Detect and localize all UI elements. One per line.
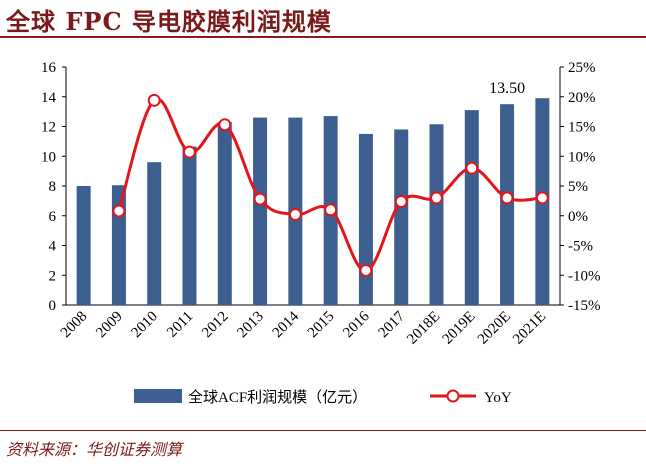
bar <box>500 104 515 305</box>
left-tick-label: 16 <box>41 60 57 76</box>
bar <box>429 124 444 305</box>
yoy-point <box>324 203 338 217</box>
bar <box>464 110 479 305</box>
left-tick-label: 10 <box>41 149 56 165</box>
source-note: 资料来源：华创证券测算 <box>6 440 183 459</box>
right-tick-label: 15% <box>568 120 596 136</box>
data-label: 13.50 <box>489 80 525 97</box>
bar <box>182 146 197 305</box>
x-tick-label: 2021E <box>510 309 549 348</box>
yoy-point <box>535 191 549 205</box>
yoy-point <box>288 208 302 222</box>
bar <box>76 186 91 305</box>
right-tick-label: -10% <box>568 268 601 284</box>
legend-bar-label: 全球ACF利润规模（亿元） <box>188 388 367 406</box>
left-tick-label: 8 <box>49 179 57 195</box>
right-tick-label: -5% <box>568 239 593 255</box>
yoy-point <box>183 145 196 159</box>
bar <box>394 129 409 305</box>
yoy-point <box>465 161 479 175</box>
x-tick-label: 2009 <box>93 309 126 342</box>
source-divider <box>0 430 646 431</box>
x-tick-label: 2020E <box>475 309 514 348</box>
left-tick-label: 14 <box>41 90 57 106</box>
right-tick-label: -15% <box>568 298 601 314</box>
title-divider <box>0 36 646 38</box>
legend-line-label: YoY <box>484 390 512 406</box>
chart-title: 全球 FPC 导电胶膜利润规模 <box>6 7 332 36</box>
left-tick-label: 4 <box>49 239 57 255</box>
yoy-point <box>253 192 267 206</box>
right-tick-label: 10% <box>568 149 596 165</box>
yoy-point <box>500 191 514 205</box>
right-tick-label: 0% <box>568 209 588 225</box>
bar <box>147 162 162 305</box>
x-tick-label: 2019E <box>440 309 479 348</box>
yoy-point <box>430 191 443 205</box>
yoy-point <box>112 204 126 218</box>
right-tick-label: 20% <box>568 90 596 106</box>
bar <box>253 117 268 305</box>
x-tick-label: 2015 <box>305 309 338 342</box>
x-tick-label: 2012 <box>199 309 232 342</box>
left-tick-label: 6 <box>49 209 57 225</box>
right-tick-label: 5% <box>568 179 588 195</box>
x-tick-label: 2018E <box>404 309 443 348</box>
bar <box>217 122 232 305</box>
yoy-point <box>394 194 408 208</box>
x-tick-label: 2014 <box>270 308 303 341</box>
x-tick-label: 2016 <box>340 308 373 341</box>
bar <box>111 185 126 305</box>
x-tick-label: 2010 <box>129 309 162 342</box>
x-tick-label: 2011 <box>164 309 196 341</box>
left-tick-label: 12 <box>41 120 56 136</box>
legend-bar-swatch <box>134 389 182 403</box>
yoy-point <box>359 263 373 277</box>
x-tick-label: 2013 <box>234 309 267 342</box>
legend-line-marker <box>446 389 460 403</box>
yoy-point <box>147 93 161 107</box>
right-tick-label: 25% <box>568 60 596 76</box>
bar <box>358 133 373 305</box>
left-tick-label: 0 <box>49 298 57 314</box>
x-tick-label: 2008 <box>58 309 91 342</box>
yoy-point <box>218 118 232 132</box>
left-tick-label: 2 <box>49 268 57 284</box>
